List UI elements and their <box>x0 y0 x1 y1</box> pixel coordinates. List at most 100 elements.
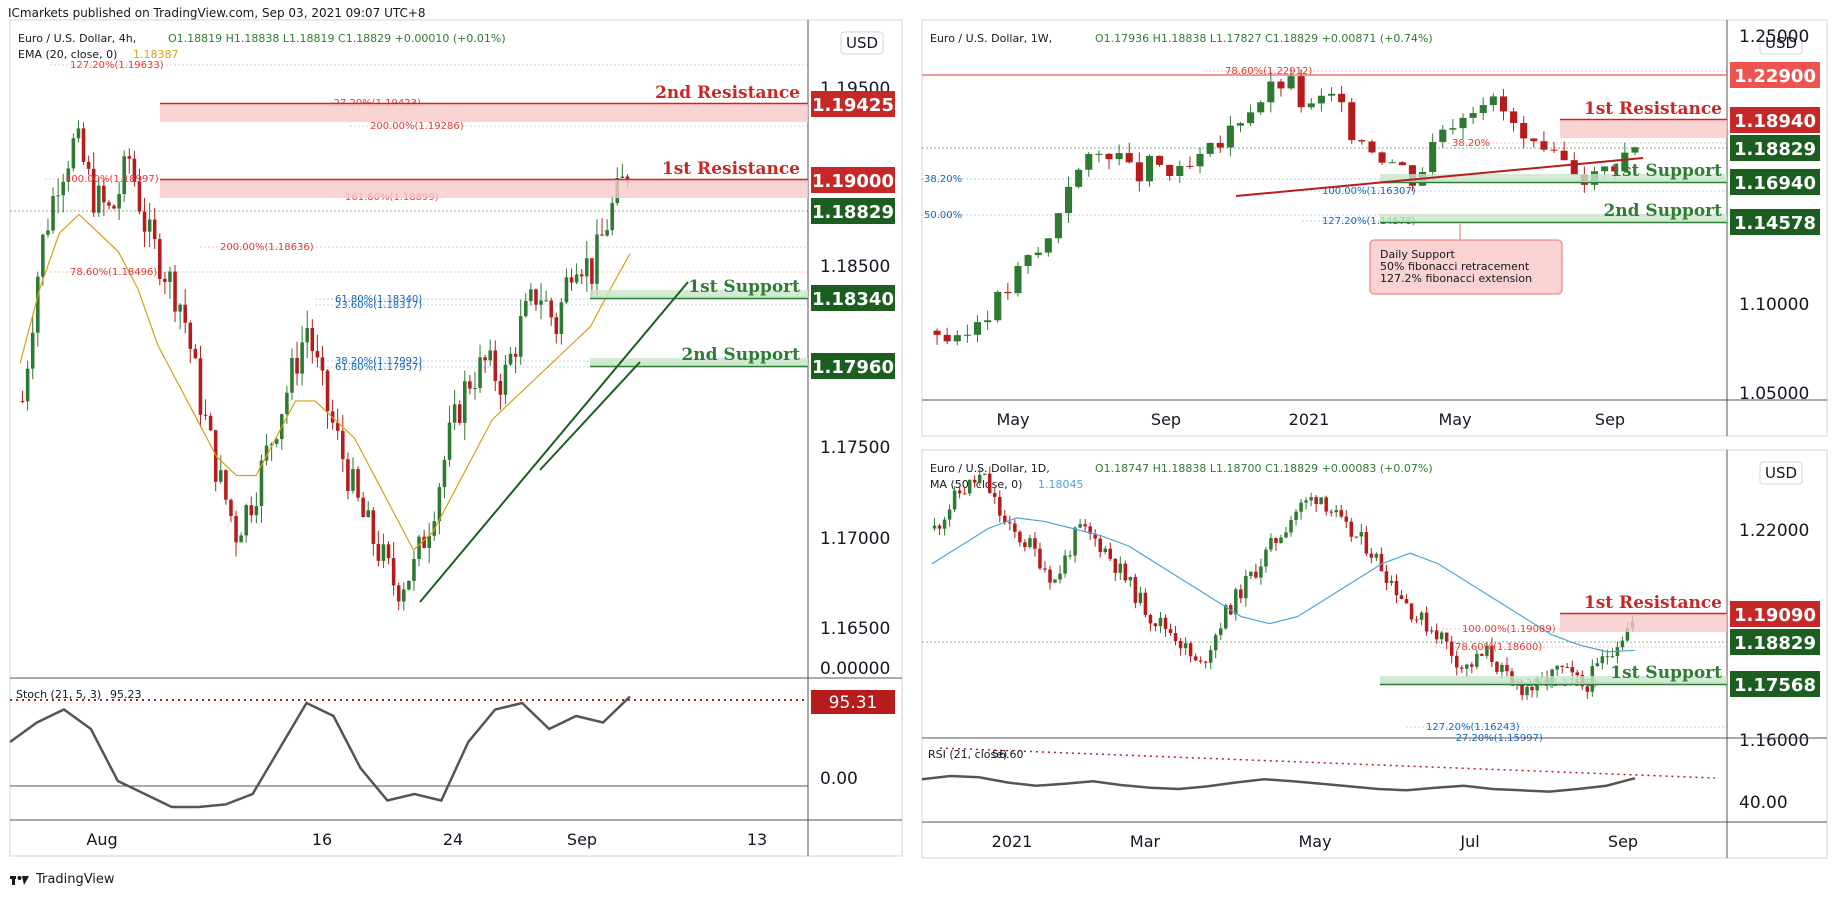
candle-body <box>1575 672 1580 676</box>
indicator-value: 1.18387 <box>133 48 179 61</box>
candle-body <box>1444 632 1449 642</box>
candle-body <box>442 459 447 488</box>
candle-body <box>1339 510 1344 517</box>
candle-body <box>1023 542 1027 548</box>
candle-body <box>1105 153 1113 160</box>
price-badge-value: 1.18829 <box>1734 139 1816 160</box>
candle-body <box>1054 213 1062 239</box>
candle-body <box>1003 515 1007 523</box>
price-badge-value: 1.19000 <box>812 171 894 192</box>
candle-body <box>91 168 96 213</box>
candle-body <box>1510 111 1518 123</box>
candle-body <box>1394 580 1399 596</box>
candle-body <box>1068 555 1072 557</box>
candle-body <box>1287 76 1295 89</box>
candle-body <box>158 239 162 279</box>
candle-body <box>569 277 574 283</box>
candle-body <box>1044 238 1052 253</box>
candle-body <box>234 515 238 543</box>
fib-label: 61.80%(1.18340) <box>335 294 422 305</box>
price-badge <box>1730 629 1820 655</box>
candle-body <box>952 490 957 510</box>
price-tick-label: 1.16500 <box>820 619 890 639</box>
fib-label: 100.00%(1.18997) <box>65 174 159 185</box>
candle-body <box>1499 96 1507 112</box>
candle-body <box>1186 165 1194 167</box>
candle-body <box>1277 81 1285 89</box>
candle-body <box>1470 664 1474 667</box>
price-badge-value: 1.18829 <box>812 202 894 223</box>
candle-body <box>1429 630 1434 632</box>
price-badge <box>1730 169 1820 195</box>
candle-body <box>305 328 309 343</box>
level-label: 1st Support <box>1610 663 1722 683</box>
candle-body <box>559 302 564 335</box>
candle-body <box>1123 563 1128 581</box>
candle-body <box>1560 150 1568 161</box>
candle-body <box>1344 516 1349 522</box>
candle-body <box>1585 686 1590 692</box>
candle-body <box>1133 577 1138 603</box>
candle-body <box>137 181 142 212</box>
candle-body <box>1153 623 1158 627</box>
annotation-box <box>1369 239 1563 295</box>
candle-body <box>97 185 101 213</box>
candle-body <box>605 230 609 236</box>
candle-body <box>1239 589 1243 599</box>
candle-body <box>1309 497 1313 501</box>
price-badge <box>1730 209 1820 235</box>
fib-label: 127.20%(1.16243) <box>1426 722 1520 733</box>
uptrend-line-inner <box>539 361 641 471</box>
candle-body <box>1530 686 1534 691</box>
candle-body <box>953 335 961 342</box>
currency-label: USD <box>1765 34 1797 52</box>
candle-body <box>1156 155 1164 165</box>
oscillator-line <box>9 695 631 809</box>
candle-body <box>998 496 1002 516</box>
candle-body <box>1188 643 1193 657</box>
price-tick-label: 1.16000 <box>1739 731 1809 751</box>
candle-body <box>391 558 396 586</box>
candle-body <box>1208 650 1213 663</box>
candle-body <box>1213 635 1218 651</box>
fib-label: 38.20% <box>1452 138 1490 149</box>
time-tick-label: Aug <box>86 830 117 849</box>
candle-body <box>987 473 992 493</box>
candle-body <box>1078 524 1082 528</box>
fib-label: 78.60%(1.18496) <box>70 267 157 278</box>
candle-body <box>1364 532 1369 554</box>
fib-label: 200.00%(1.19286) <box>370 121 464 132</box>
candle-body <box>1505 664 1509 672</box>
oscillator-tick-label: 0.00 <box>820 769 858 789</box>
candle-body <box>1004 291 1012 294</box>
candle-body <box>1319 497 1323 504</box>
candle-body <box>356 469 360 498</box>
candle-body <box>962 493 967 495</box>
candle-body <box>1297 76 1305 108</box>
candle-body <box>300 342 304 374</box>
candle-body <box>1329 511 1333 513</box>
candle-body <box>534 289 538 305</box>
chart-title: Euro / U.S. Dollar, 1W, <box>930 32 1052 45</box>
candle-body <box>1454 655 1459 668</box>
price-badge <box>811 167 895 193</box>
candle-body <box>269 443 274 446</box>
candle-body <box>1354 536 1359 538</box>
price-badge-value: 1.14578 <box>1734 213 1816 234</box>
candle-body <box>1193 656 1198 661</box>
candle-body <box>239 535 243 543</box>
candle-body <box>427 535 431 548</box>
candle-body <box>518 316 523 357</box>
candle-body <box>982 473 987 475</box>
candle-body <box>1033 538 1037 549</box>
candle-body <box>1038 548 1042 569</box>
candle-body <box>994 291 1002 321</box>
candle-body <box>1314 497 1318 504</box>
candle-body <box>1605 656 1610 658</box>
candle-body <box>1108 548 1113 559</box>
ohlc-readout: O1.18747 H1.18838 L1.18700 C1.18829 +0.0… <box>1095 462 1433 475</box>
candle-body <box>20 400 25 402</box>
chart-title: Euro / U.S. Dollar, 4h, <box>18 32 136 45</box>
candle-body <box>508 353 513 365</box>
candle-body <box>1424 612 1429 632</box>
